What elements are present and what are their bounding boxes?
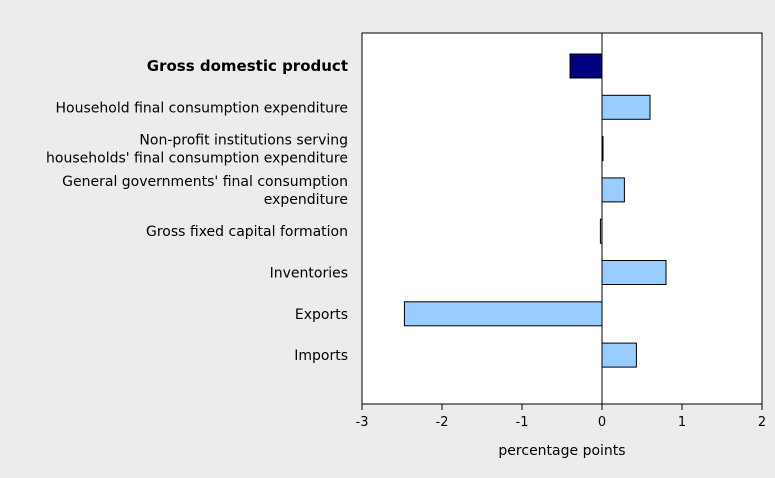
x-tick-label-0: -3 [356,415,369,430]
bar-1 [601,94,651,120]
plot-area [361,32,763,405]
category-label-3-line-0: General governments' final consumption [62,174,348,190]
x-tick-label-5: 2 [758,415,766,430]
category-label-2-line-0: Non-profit institutions serving [139,133,348,149]
category-label-5: Inventories [270,266,348,282]
category-label-6: Exports [295,307,348,323]
category-label-2-line-1: households' final consumption expenditur… [46,151,348,167]
category-label-7: Imports [294,348,348,364]
bar-6 [403,301,603,327]
x-axis-title: percentage points [498,443,625,459]
category-label-3-line-1: expenditure [264,192,348,208]
category-label-4: Gross fixed capital formation [146,224,348,240]
category-label-0: Gross domestic product [147,57,348,75]
x-tick-label-1: -2 [436,415,449,430]
x-tick-label-2: -1 [516,415,529,430]
x-tick-label-3: 0 [598,415,606,430]
bar-0 [569,53,603,79]
category-label-1: Household final consumption expenditure [56,100,348,116]
x-tick-label-4: 1 [678,415,686,430]
bar-7 [601,342,637,368]
bar-3 [601,177,625,203]
bar-5 [601,260,667,285]
